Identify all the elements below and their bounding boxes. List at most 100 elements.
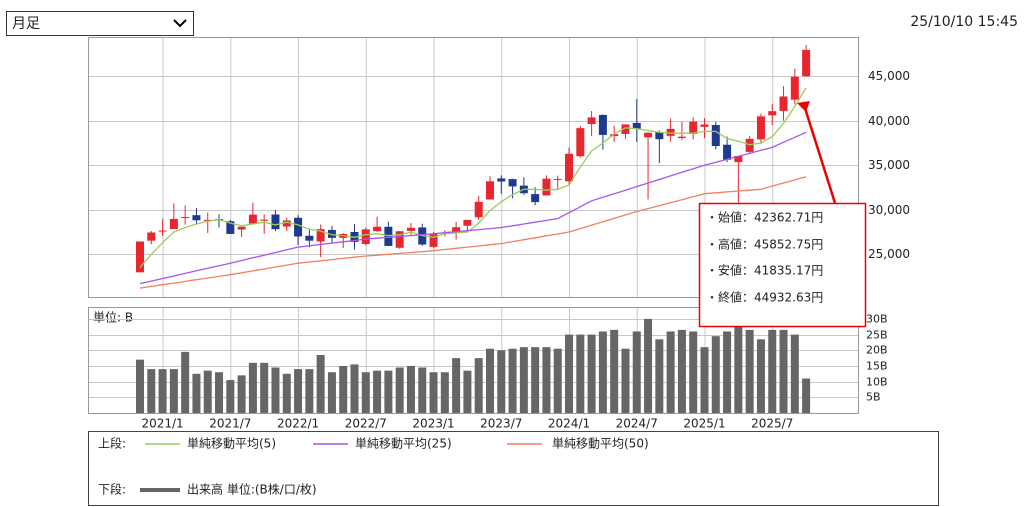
select-chevron[interactable] bbox=[173, 19, 187, 28]
volume-bar bbox=[632, 331, 641, 413]
plot: 2021/1 2021/7 2022/1 2022/7 2023/1 2023/7 2024… bbox=[89, 38, 910, 431]
volume-bar bbox=[508, 348, 517, 413]
candle-body bbox=[192, 215, 201, 221]
period-select-label[interactable]: 月足 bbox=[12, 16, 40, 32]
candle-body bbox=[644, 132, 653, 138]
y-tick-label: 10B bbox=[866, 376, 888, 389]
candle-body bbox=[632, 122, 641, 129]
volume-bar bbox=[700, 347, 709, 413]
candle-body bbox=[327, 229, 336, 238]
period-select[interactable] bbox=[6, 11, 194, 36]
volume-bar bbox=[485, 348, 494, 413]
candle-body bbox=[429, 233, 438, 247]
candle-body bbox=[452, 227, 461, 232]
candle-body bbox=[723, 144, 732, 160]
volume-bar bbox=[192, 373, 201, 413]
candle-body bbox=[802, 49, 811, 77]
candle-body bbox=[260, 219, 269, 221]
candle-body bbox=[508, 179, 517, 187]
volume-bar bbox=[553, 348, 562, 413]
volume-bar bbox=[463, 370, 472, 413]
volume-bar bbox=[429, 372, 438, 413]
candle-body bbox=[316, 229, 325, 242]
volume-bar bbox=[565, 334, 574, 413]
volume-bar bbox=[395, 367, 404, 413]
volume-bar bbox=[621, 348, 630, 413]
candle-body bbox=[463, 219, 472, 226]
candle-body bbox=[181, 217, 190, 219]
candle-body bbox=[485, 181, 494, 200]
candle-body bbox=[294, 217, 303, 237]
y-tick-label: 30B bbox=[866, 313, 888, 326]
volume-bar bbox=[158, 369, 167, 413]
unit-label: 単位: B bbox=[93, 310, 133, 325]
legend-entry: 単純移動平均(50) bbox=[552, 437, 649, 451]
volume-bar bbox=[666, 331, 675, 413]
tooltip-line: ・高値：45852.75円 bbox=[706, 237, 823, 252]
ma-line bbox=[139, 176, 807, 289]
candle-body bbox=[768, 111, 777, 116]
candle-body bbox=[734, 155, 743, 163]
volume-bar bbox=[723, 331, 732, 413]
tooltip-line: ・終値：44932.63円 bbox=[706, 290, 823, 305]
volume-bar bbox=[271, 367, 280, 413]
volume-bar bbox=[305, 369, 314, 413]
volume-bar bbox=[169, 369, 178, 413]
x-tick-label: 2024/7 bbox=[616, 417, 658, 431]
tooltip bbox=[698, 202, 867, 328]
candle-body bbox=[565, 153, 574, 182]
volume-bar bbox=[215, 372, 224, 413]
y-tick-label: 35,000 bbox=[868, 158, 910, 172]
candle-body bbox=[497, 178, 506, 182]
candle-body bbox=[542, 178, 551, 196]
candle-body bbox=[474, 201, 483, 218]
volume-bar bbox=[576, 334, 585, 413]
volume-bar bbox=[136, 359, 144, 413]
volume-bar bbox=[339, 365, 348, 413]
volume-bar bbox=[531, 347, 540, 413]
volume-bar bbox=[384, 370, 393, 413]
volume-bar bbox=[226, 380, 235, 413]
volume-bar bbox=[294, 369, 303, 413]
tooltip-line: ・始値：42362.71円 bbox=[706, 210, 823, 225]
candle-body bbox=[531, 194, 540, 203]
volume-bar bbox=[711, 336, 720, 413]
candle-body bbox=[610, 134, 619, 137]
candle-body bbox=[373, 226, 382, 232]
candle-body bbox=[666, 128, 675, 136]
candle-body bbox=[711, 125, 720, 147]
candle-body bbox=[226, 221, 235, 234]
candle-body bbox=[169, 218, 178, 229]
legend-label: 下段: bbox=[98, 482, 126, 497]
volume-bar bbox=[373, 370, 382, 413]
y-tick-label: 15B bbox=[866, 360, 888, 373]
candle-body bbox=[587, 117, 596, 125]
y-tick-label: 5B bbox=[866, 391, 881, 404]
candle-body bbox=[147, 232, 156, 241]
ma-line bbox=[139, 131, 807, 285]
volume-bar bbox=[248, 362, 257, 413]
candle-body bbox=[756, 116, 765, 140]
candle-body bbox=[384, 226, 393, 246]
tooltip-arrow bbox=[802, 104, 837, 204]
price-frame bbox=[88, 37, 859, 298]
volume-bar bbox=[745, 329, 754, 413]
timestamp: 25/10/10 15:45 bbox=[910, 14, 1018, 30]
volume-bar bbox=[418, 367, 427, 413]
volume-bar bbox=[316, 354, 325, 413]
volume-bar bbox=[452, 358, 461, 413]
candle-body bbox=[700, 124, 709, 127]
volume-bar bbox=[406, 365, 415, 413]
candle-body bbox=[406, 227, 415, 231]
candle-body bbox=[621, 124, 630, 134]
volume-bar bbox=[655, 339, 664, 413]
legend-entry: 単純移動平均(25) bbox=[355, 437, 452, 451]
volume-bar bbox=[327, 372, 336, 413]
volume-bar bbox=[768, 329, 777, 413]
volume-bar bbox=[260, 362, 269, 413]
y-tick-label: 25B bbox=[866, 329, 888, 342]
volume-bar bbox=[587, 334, 596, 413]
x-tick-label: 2021/7 bbox=[209, 417, 251, 431]
